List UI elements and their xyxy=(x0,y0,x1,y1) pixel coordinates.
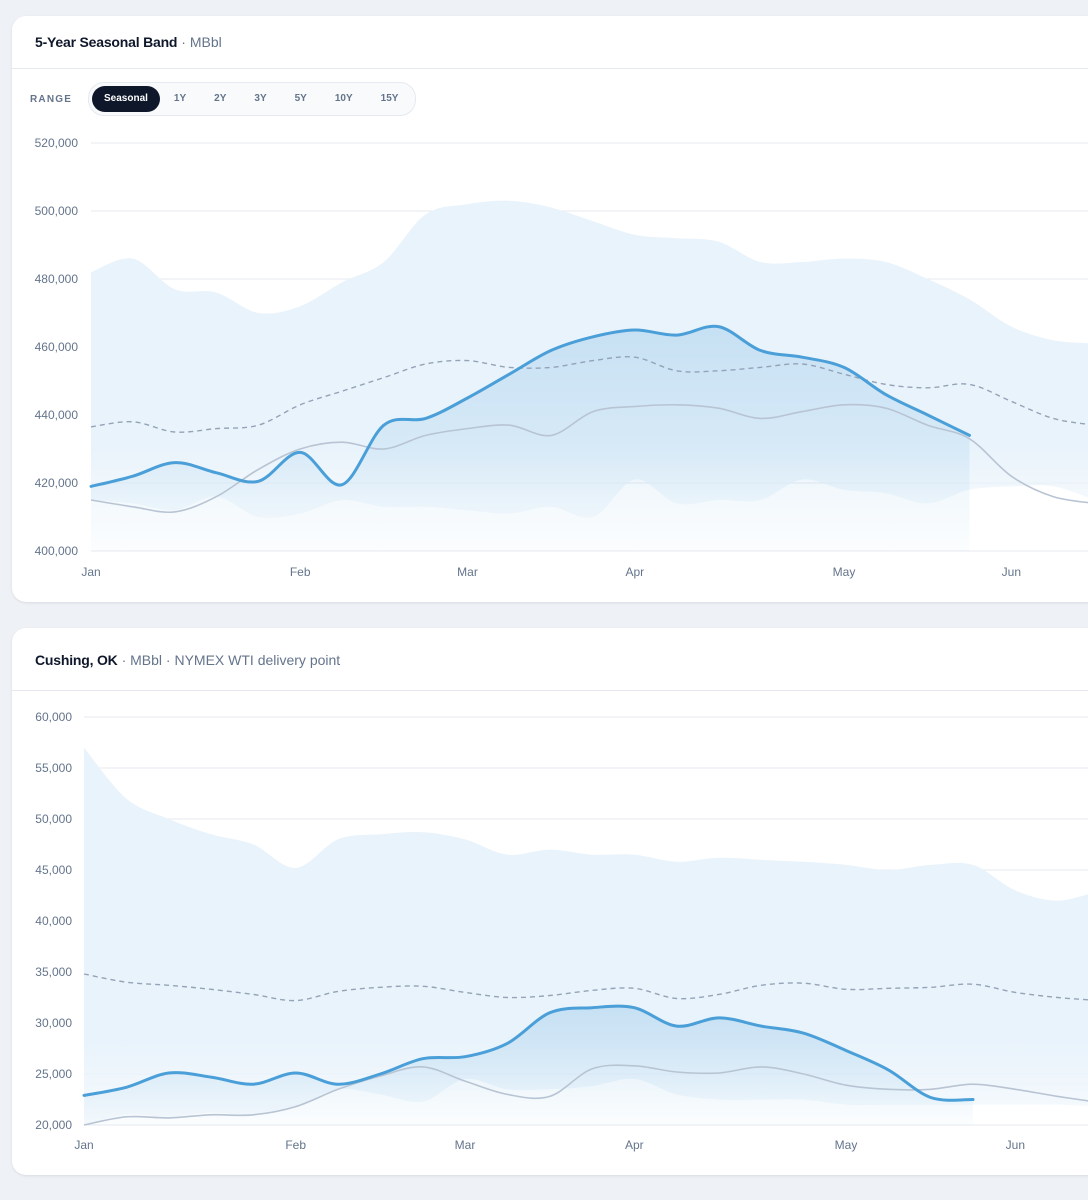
range-selector: RANGE Seasonal 1Y 2Y 3Y 5Y 10Y 15Y xyxy=(30,82,417,116)
x-tick-label: Jun xyxy=(1006,1138,1025,1152)
x-tick-label: Apr xyxy=(625,565,644,579)
current-year-fill xyxy=(91,326,970,551)
range-button-5y[interactable]: 5Y xyxy=(294,93,307,104)
range-button-15y[interactable]: 15Y xyxy=(380,93,399,104)
x-tick-label: Mar xyxy=(457,565,478,579)
cushing-chart: 20,000 25,000 30,000 35,000 40,000 45,000 50,0… xyxy=(35,710,1088,1152)
x-tick-label: Feb xyxy=(285,1138,306,1152)
seasonal-band-area xyxy=(84,747,1088,1125)
y-tick-label: 400,000 xyxy=(35,544,79,558)
y-tick-label: 40,000 xyxy=(35,914,72,928)
y-tick-label: 480,000 xyxy=(35,272,79,286)
prior-year-line xyxy=(83,1064,1088,1126)
cushing-card: Cushing, OK · MBbl · NYMEX WTI delivery … xyxy=(12,628,1088,1175)
current-year-line xyxy=(89,324,971,488)
y-tick-label: 20,000 xyxy=(35,1118,72,1132)
y-tick-label: 50,000 xyxy=(35,812,72,826)
chart-subtitle: · MBbl xyxy=(181,34,222,50)
y-tick-label: 25,000 xyxy=(35,1067,72,1081)
x-tick-label: Jan xyxy=(74,1138,93,1152)
average-line xyxy=(90,356,1088,433)
range-button-seasonal[interactable]: Seasonal xyxy=(92,86,160,112)
y-tick-label: 30,000 xyxy=(35,1016,72,1030)
x-tick-label: Jun xyxy=(1002,565,1021,579)
range-button-1y[interactable]: 1Y xyxy=(173,93,187,104)
seasonal-band-card: 5-Year Seasonal Band · MBbl RANGE Season… xyxy=(12,16,1088,602)
chart-title: 5-Year Seasonal Band xyxy=(35,34,178,50)
y-tick-label: 35,000 xyxy=(35,965,72,979)
current-year-line xyxy=(82,1004,975,1102)
seasonal-band-chart: 400,000 420,000 440,000 460,000 480,000 500,0… xyxy=(35,136,1088,579)
chart-subtitle: · MBbl · NYMEX WTI delivery point xyxy=(121,652,341,668)
y-tick-label: 500,000 xyxy=(35,204,79,218)
range-label: RANGE xyxy=(30,93,73,105)
x-tick-label: May xyxy=(835,1138,858,1152)
y-tick-label: 520,000 xyxy=(35,136,79,150)
y-tick-label: 55,000 xyxy=(35,761,72,775)
prior-year-line xyxy=(90,403,1088,514)
x-tick-label: May xyxy=(833,565,856,579)
y-tick-label: 460,000 xyxy=(35,340,79,354)
x-tick-label: Apr xyxy=(625,1138,644,1152)
x-tick-label: Mar xyxy=(455,1138,476,1152)
range-button-2y[interactable]: 2Y xyxy=(214,93,227,104)
card-header: 5-Year Seasonal Band · MBbl xyxy=(12,16,1088,69)
range-button-group: Seasonal 1Y 2Y 3Y 5Y 10Y 15Y xyxy=(88,82,417,116)
x-tick-label: Feb xyxy=(290,565,311,579)
chart-title: Cushing, OK xyxy=(35,652,118,668)
y-tick-label: 440,000 xyxy=(35,408,79,422)
range-button-3y[interactable]: 3Y xyxy=(254,93,267,104)
y-tick-label: 60,000 xyxy=(35,710,72,724)
x-tick-label: Jan xyxy=(81,565,100,579)
current-year-fill xyxy=(84,1006,973,1125)
card-header: Cushing, OK · MBbl · NYMEX WTI delivery … xyxy=(12,628,1088,691)
y-tick-label: 45,000 xyxy=(35,863,72,877)
range-button-10y[interactable]: 10Y xyxy=(334,93,353,104)
y-tick-label: 420,000 xyxy=(35,476,79,490)
